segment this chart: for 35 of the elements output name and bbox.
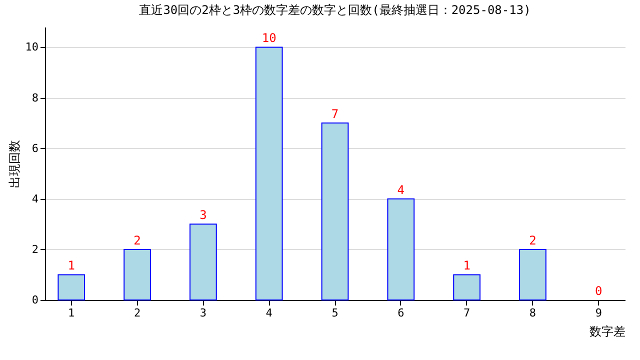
data-label: 4 xyxy=(397,182,405,197)
y-tick-label: 10 xyxy=(25,40,38,54)
data-label: 3 xyxy=(200,208,207,222)
x-tick-label: 2 xyxy=(134,306,141,320)
bar xyxy=(124,248,151,300)
y-tick-label: 4 xyxy=(32,192,39,206)
data-label: 10 xyxy=(262,31,276,46)
y-tick-label: 8 xyxy=(32,91,38,104)
x-tick-label: 7 xyxy=(464,306,470,320)
bar xyxy=(387,198,415,300)
bar xyxy=(321,122,349,300)
bar xyxy=(519,248,546,300)
data-label: 7 xyxy=(331,107,339,122)
data-label: 2 xyxy=(134,233,141,248)
x-tick-label: 1 xyxy=(68,306,75,320)
x-tick-label: 4 xyxy=(266,306,273,320)
x-tick-label: 3 xyxy=(200,306,206,320)
bar xyxy=(190,224,217,300)
bar xyxy=(453,274,480,300)
y-axis-title: 出現回数 xyxy=(7,140,22,188)
x-tick-label: 8 xyxy=(529,306,536,320)
x-tick-label: 9 xyxy=(595,306,602,320)
data-label: 1 xyxy=(463,258,470,273)
data-label: 2 xyxy=(529,233,536,248)
x-tick-label: 6 xyxy=(398,306,404,320)
bar xyxy=(255,46,283,300)
x-tick-label: 5 xyxy=(332,306,338,320)
y-tick-label: 6 xyxy=(32,142,38,155)
data-label: 0 xyxy=(595,284,602,298)
y-tick-label: 2 xyxy=(32,242,38,256)
chart-title: 直近30回の2枠と3枠の数字差の数字と回数(最終抽選日：2025-08-13) xyxy=(139,3,531,17)
data-label: 1 xyxy=(68,258,75,273)
bar xyxy=(58,274,86,300)
y-tick-label: 0 xyxy=(32,294,38,306)
x-axis-title: 数字差 xyxy=(590,324,626,338)
